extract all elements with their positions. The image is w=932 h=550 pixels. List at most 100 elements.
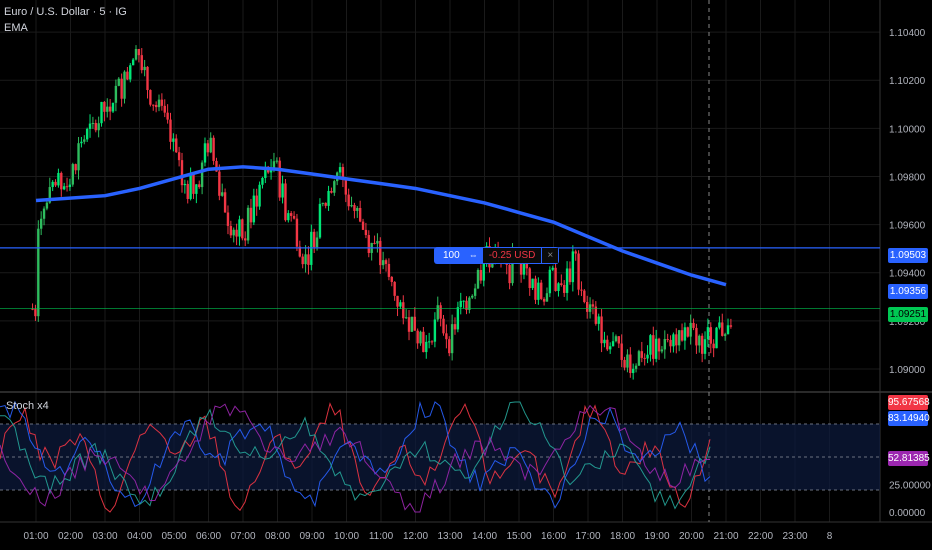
double-arrow-icon[interactable]: ⇔ [468, 247, 482, 264]
stoch-tick-label: 25.00000 [889, 481, 931, 492]
candle-body [126, 71, 129, 80]
candle-body [37, 228, 40, 317]
candle-body [698, 335, 701, 346]
candle-body [42, 208, 46, 219]
candle-body [583, 290, 586, 302]
candle-body [677, 330, 681, 346]
candle-body [350, 205, 353, 207]
candle-body [232, 229, 235, 236]
candle-body [551, 267, 554, 270]
axes: 1.10400 1.10200 1.10000 1.09800 1.09600 1.094… [23, 28, 931, 542]
candle-body [534, 278, 537, 300]
candle-body [134, 48, 138, 60]
close-icon[interactable]: × [542, 247, 560, 264]
ema-value-badge: 1.09356 [888, 284, 928, 299]
candle-body [94, 123, 97, 131]
candle-body [157, 99, 161, 108]
candle-body [482, 262, 485, 281]
order-pnl: -0.25 USD [481, 247, 543, 264]
candle-body [264, 166, 267, 178]
symbol-title[interactable]: Euro / U.S. Dollar · 5 · IG [4, 6, 127, 18]
candle-body [315, 237, 319, 248]
order-line[interactable]: 100 ⇔ -0.25 USD × [434, 247, 560, 264]
time-tick-label: 05:00 [161, 531, 186, 542]
candle-body [692, 322, 695, 328]
candle-body [439, 305, 442, 319]
candle-body [238, 219, 241, 237]
candle-body [209, 137, 212, 153]
candle-body [548, 269, 552, 294]
candle-body [565, 268, 569, 293]
candle-body [672, 334, 675, 347]
candle-body [537, 282, 540, 300]
candle-body [261, 177, 264, 185]
price-tick-label: 1.10400 [889, 28, 926, 39]
candle-body [218, 171, 221, 196]
candle-body [419, 331, 422, 344]
candle-body [614, 336, 618, 342]
candle-body [192, 173, 195, 194]
candle-body [465, 300, 468, 310]
stoch-indicator-label[interactable]: Stoch x4 [6, 400, 49, 412]
candle-body [177, 152, 181, 161]
order-quantity[interactable]: 100 [434, 247, 469, 264]
candle-body [709, 327, 712, 344]
candle-body [473, 288, 477, 296]
candle-body [508, 264, 511, 284]
candle-body [235, 229, 238, 237]
candle-body [577, 253, 580, 290]
stoch-series-line [0, 403, 711, 513]
candle-body [560, 283, 563, 286]
price-tick-label: 1.09000 [889, 365, 926, 376]
ema-indicator-label[interactable]: EMA [4, 22, 28, 34]
candle-body [479, 269, 483, 281]
time-tick-label: 08:00 [265, 531, 290, 542]
candle-body [229, 225, 233, 236]
candle-body [586, 301, 589, 312]
candle-body [649, 335, 652, 355]
candle-body [318, 203, 322, 238]
candle-body [597, 316, 600, 324]
candle-body [34, 309, 37, 317]
ema-line [35, 165, 727, 287]
candle-body [106, 106, 109, 112]
candle-body [301, 256, 304, 265]
candle-body [85, 128, 89, 140]
candle-body [634, 365, 638, 369]
price-tick-label: 1.09200 [889, 317, 926, 328]
candle-body [60, 172, 63, 190]
candle-body [617, 336, 621, 344]
candle-body [140, 55, 143, 71]
candle-body [700, 335, 704, 354]
candle-body [206, 143, 210, 153]
candle-body [608, 346, 612, 350]
candle-body [637, 351, 641, 366]
candle-body [652, 335, 655, 359]
time-tick-label: 15:00 [506, 531, 531, 542]
candle-body [298, 246, 302, 257]
candle-body [361, 221, 365, 230]
candle-body [83, 139, 86, 142]
candle-body [453, 324, 457, 330]
stoch-series-line [0, 400, 711, 509]
candle-body [387, 263, 391, 277]
candle-body [246, 207, 250, 241]
candle-body [442, 318, 445, 334]
candle-body [574, 251, 577, 254]
candle-body [62, 186, 66, 190]
candle-body [522, 259, 526, 275]
candle-body [591, 304, 595, 307]
candle-body [203, 143, 207, 163]
candle-body [223, 192, 227, 213]
candle-body [600, 316, 603, 344]
candle-body [143, 66, 146, 71]
candle-body [471, 295, 474, 298]
candle-body [48, 187, 51, 203]
candle-body [275, 160, 279, 162]
candle-body [376, 240, 379, 244]
time-tick-label: 11:00 [369, 531, 394, 542]
candle-body [571, 251, 575, 283]
candle-body [100, 101, 103, 124]
candle-body [163, 105, 166, 113]
